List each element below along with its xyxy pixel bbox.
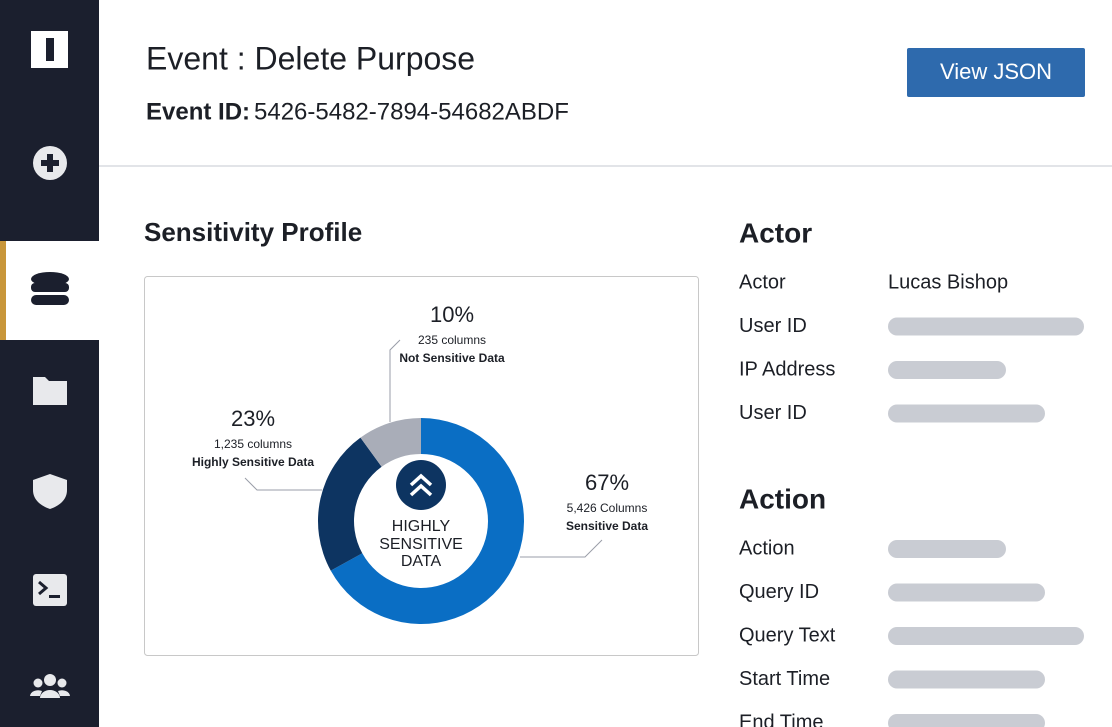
logo-mark — [46, 38, 54, 61]
add-icon[interactable] — [33, 146, 67, 180]
placeholder-bar — [888, 670, 1045, 689]
event-id-label: Event ID: — [146, 98, 250, 125]
field-label: User ID — [739, 402, 807, 424]
center-label: SENSITIVE — [379, 536, 463, 553]
category-label: Sensitive Data — [566, 519, 648, 533]
section-title: Sensitivity Profile — [144, 217, 362, 247]
percent-label: 10% — [430, 302, 474, 327]
page-title: Event : Delete Purpose — [146, 40, 475, 76]
field-label: Query ID — [739, 581, 819, 603]
center-label: DATA — [401, 553, 442, 570]
column-count: 1,235 columns — [214, 437, 292, 451]
field-label: Query Text — [739, 624, 836, 646]
placeholder-bar — [888, 540, 1006, 558]
percent-label: 23% — [231, 406, 275, 431]
view-json-button[interactable] — [907, 48, 1085, 97]
category-label: Not Sensitive Data — [399, 351, 505, 365]
action-title: Action — [739, 483, 826, 514]
donut-segment — [318, 437, 382, 571]
event-id: 5426-5482-7894-54682ABDF — [254, 98, 569, 125]
users-icon[interactable] — [30, 674, 70, 698]
field-label: Action — [739, 537, 795, 559]
actor-title: Actor — [739, 217, 812, 248]
category-label: Highly Sensitive Data — [192, 455, 314, 469]
leader-line — [520, 539, 603, 558]
donut-segment — [360, 418, 421, 467]
placeholder-bar — [888, 714, 1045, 727]
percent-label: 67% — [585, 470, 629, 495]
placeholder-bar — [888, 361, 1006, 379]
sidebar — [0, 0, 99, 727]
placeholder-bar — [888, 404, 1045, 423]
column-count: 235 columns — [418, 333, 486, 347]
leader-line — [389, 339, 401, 422]
active-indicator — [0, 241, 6, 340]
chevron-icon — [409, 473, 433, 497]
field-label: IP Address — [739, 358, 835, 380]
folder-icon[interactable] — [33, 377, 67, 405]
field-label: User ID — [739, 315, 807, 337]
donut-segment — [330, 418, 524, 624]
button-label: View JSON — [940, 59, 1052, 84]
placeholder-bar — [888, 627, 1084, 645]
center-label: HIGHLY — [392, 518, 451, 535]
placeholder-bar — [888, 317, 1084, 336]
database-icon — [31, 272, 69, 305]
field-label: Start Time — [739, 668, 830, 690]
leader-line — [244, 477, 322, 491]
shield-icon[interactable] — [33, 474, 67, 509]
field-label: End Time — [739, 711, 823, 727]
placeholder-bar — [888, 583, 1045, 602]
field-value: Lucas Bishop — [888, 271, 1008, 293]
column-count: 5,426 Columns — [567, 501, 648, 515]
field-label: Actor — [739, 271, 786, 293]
chart-card — [144, 276, 699, 656]
terminal-icon[interactable] — [33, 574, 67, 606]
